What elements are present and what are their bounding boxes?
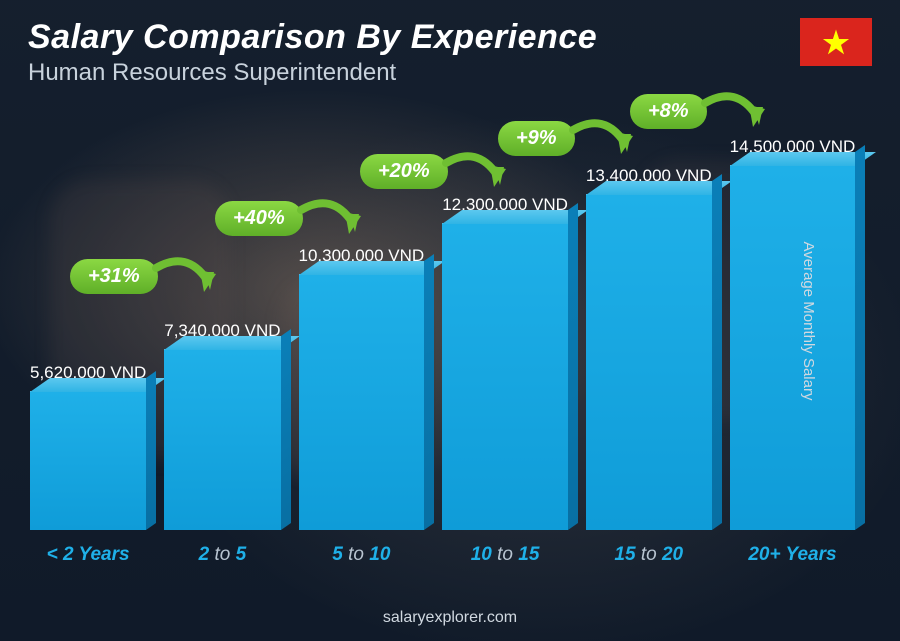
salary-bar-chart: 5,620,000 VND< 2 Years7,340,000 VND2 to … bbox=[30, 110, 840, 566]
bar-category-label: 10 to 15 bbox=[471, 544, 540, 566]
header: Salary Comparison By Experience Human Re… bbox=[28, 18, 872, 87]
bar-wrap: 5,620,000 VND< 2 Years bbox=[30, 110, 146, 566]
y-axis-label: Average Monthly Salary bbox=[800, 241, 817, 400]
page-title: Salary Comparison By Experience bbox=[28, 18, 872, 57]
vietnam-flag-icon bbox=[800, 18, 872, 66]
bar-category-label: 20+ Years bbox=[748, 544, 836, 566]
bar-wrap: 14,500,000 VND20+ Years bbox=[730, 110, 856, 566]
bar bbox=[730, 165, 856, 530]
bar-wrap: 13,400,000 VND15 to 20 bbox=[586, 110, 712, 566]
bar bbox=[164, 349, 280, 530]
bar bbox=[442, 223, 568, 530]
bar bbox=[586, 194, 712, 530]
page-subtitle: Human Resources Superintendent bbox=[28, 59, 872, 87]
bar-category-label: 2 to 5 bbox=[199, 544, 247, 566]
bar-category-label: < 2 Years bbox=[47, 544, 130, 566]
footer-credit: salaryexplorer.com bbox=[0, 609, 900, 627]
bar-wrap: 12,300,000 VND10 to 15 bbox=[442, 110, 568, 566]
bar-wrap: 10,300,000 VND5 to 10 bbox=[299, 110, 425, 566]
bar-category-label: 5 to 10 bbox=[332, 544, 390, 566]
bar-category-label: 15 to 20 bbox=[614, 544, 683, 566]
bar-wrap: 7,340,000 VND2 to 5 bbox=[164, 110, 280, 566]
bar bbox=[299, 274, 425, 530]
bar bbox=[30, 391, 146, 530]
